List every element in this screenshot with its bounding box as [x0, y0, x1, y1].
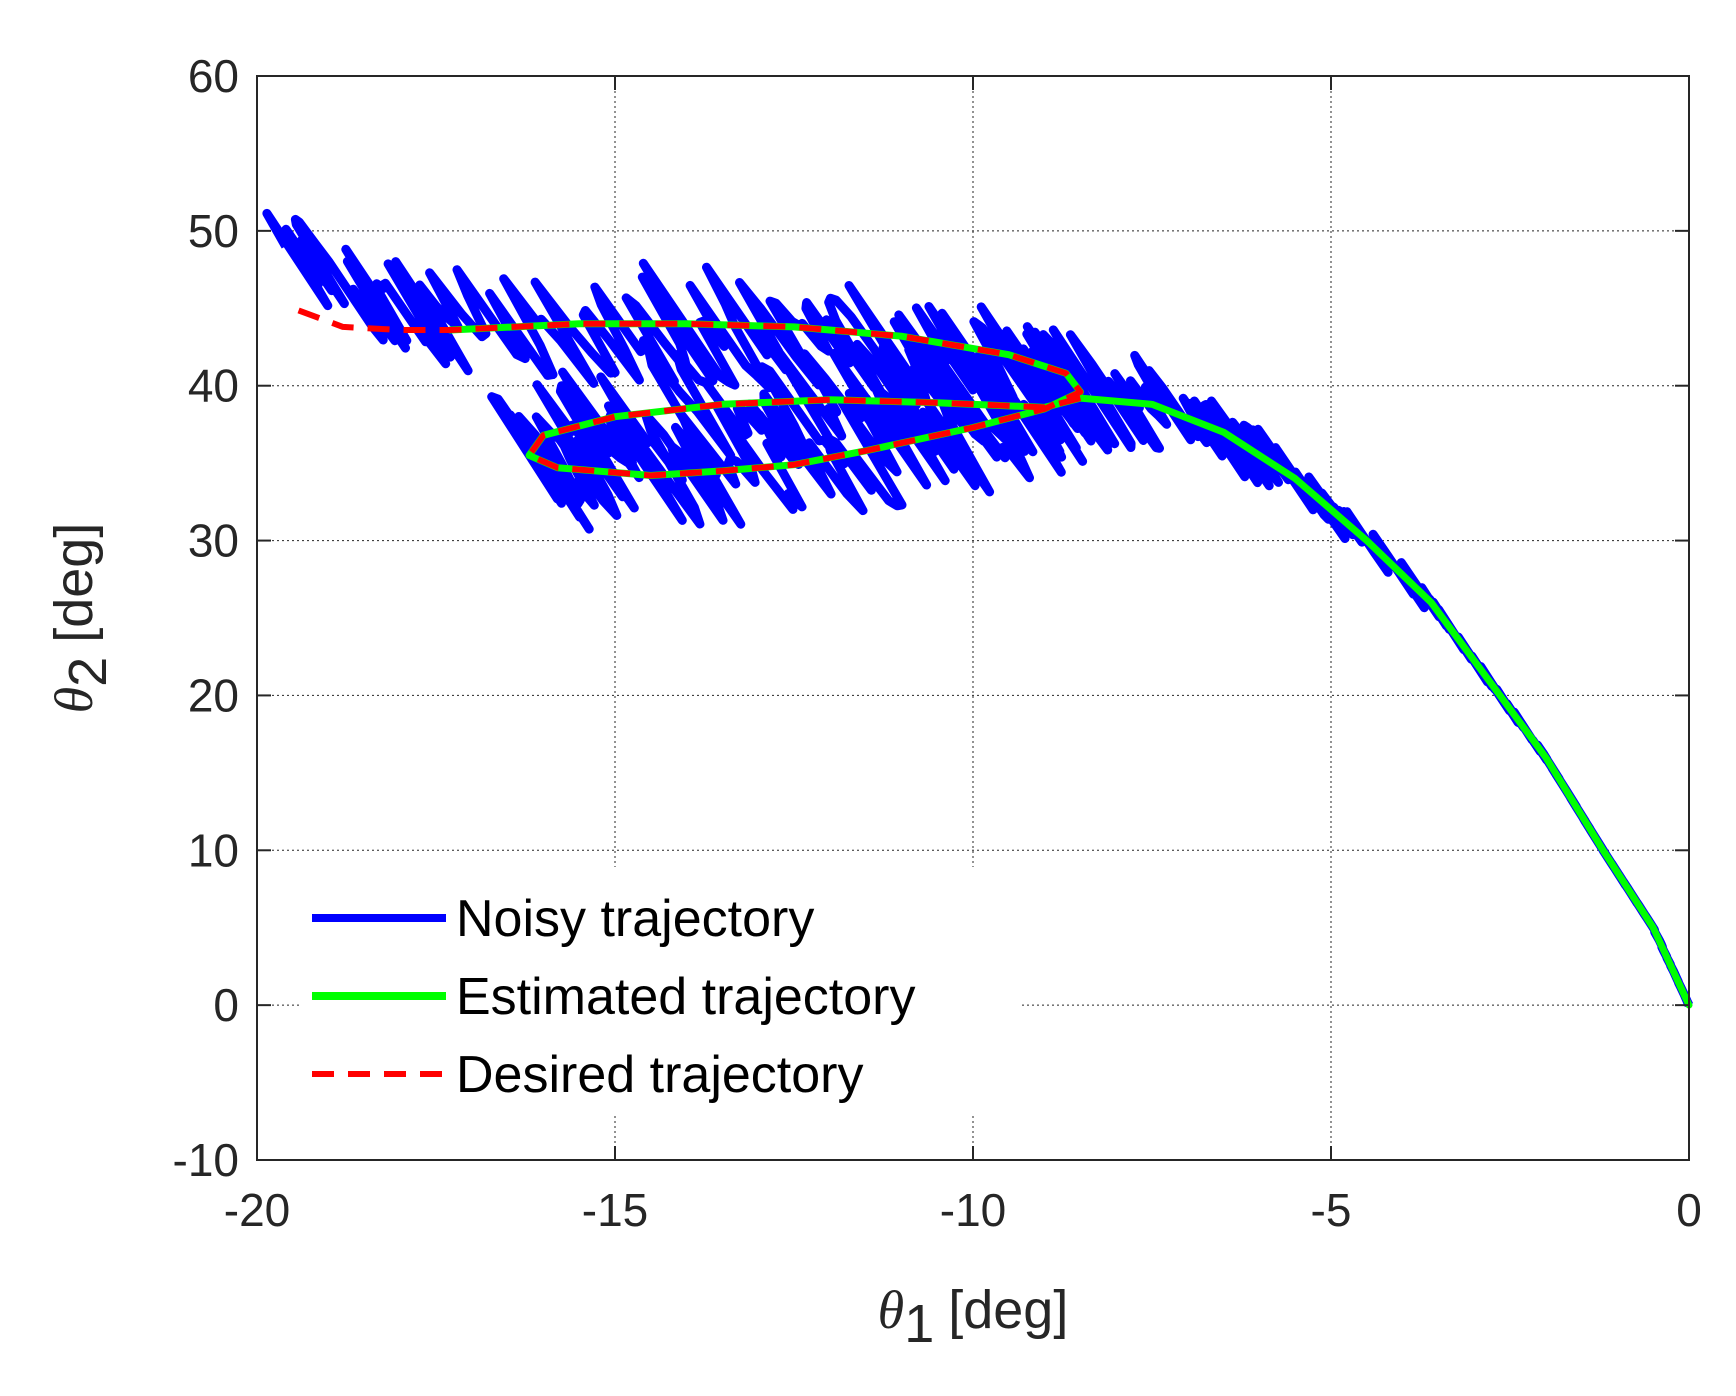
x-axis-label: θ1 [deg] — [878, 1280, 1069, 1354]
y-tick-label: -10 — [173, 1134, 239, 1186]
y-axis-label: θ2 [deg] — [44, 523, 118, 714]
y-tick-label: 40 — [188, 360, 239, 412]
x-label-subscript: 1 — [904, 1294, 934, 1354]
x-tick-label: -15 — [582, 1184, 648, 1236]
y-tick-label: 0 — [213, 979, 239, 1031]
y-tick-label: 50 — [188, 205, 239, 257]
axis-ticks: -20 -15 -10 -5 0 -10 0 10 20 30 40 50 60 — [173, 50, 1702, 1236]
x-label-unit: [deg] — [948, 1280, 1068, 1340]
x-tick-label: -10 — [940, 1184, 1006, 1236]
svg-text:θ1[deg]: θ1 [deg] — [878, 1280, 1069, 1354]
legend-label: Noisy trajectory — [456, 890, 814, 948]
legend-label: Desired trajectory — [456, 1046, 863, 1104]
y-tick-label: 20 — [188, 669, 239, 721]
x-tick-label: -20 — [224, 1184, 290, 1236]
x-tick-label: 0 — [1676, 1184, 1702, 1236]
y-label-unit: [deg] — [44, 523, 104, 643]
x-label-symbol: θ — [878, 1280, 905, 1340]
y-tick-label: 60 — [188, 50, 239, 102]
x-tick-label: -5 — [1311, 1184, 1352, 1236]
legend-label: Estimated trajectory — [456, 968, 916, 1026]
legend: Noisy trajectory Estimated trajectory Desi… — [300, 867, 1022, 1115]
series-noisy-trajectory — [262, 208, 1694, 1008]
y-label-symbol: θ — [44, 687, 104, 714]
series-desired-trajectory — [291, 305, 1084, 479]
y-tick-label: 30 — [188, 515, 239, 567]
y-label-subscript: 2 — [58, 657, 118, 687]
plot-series — [262, 208, 1694, 1009]
svg-text:θ2[deg]: θ2 [deg] — [44, 523, 118, 714]
y-tick-label: 10 — [188, 824, 239, 876]
